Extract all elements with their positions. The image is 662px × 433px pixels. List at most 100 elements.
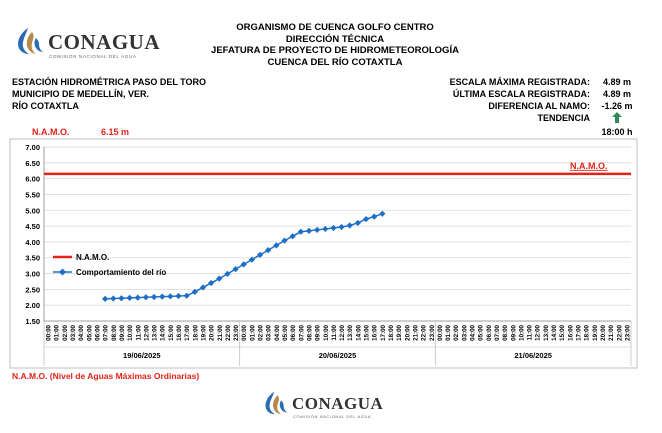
river-level-point [379,210,386,217]
x-hour-label: 12:00 [339,324,346,340]
x-hour-label: 19:00 [396,324,403,340]
river-level-point [265,247,272,254]
y-tick-label: 1.50 [25,317,40,326]
river-level-point [338,223,345,231]
x-hour-label: 14:00 [160,324,167,340]
x-hour-label: 13:00 [152,324,159,340]
header-line: CUENCA DEL RÍO COTAXTLA [267,56,403,68]
x-hour-label: 20:00 [600,324,607,340]
y-tick-label: 2.00 [25,301,40,310]
river-level-point [240,261,247,268]
x-hour-label: 18:00 [388,324,395,340]
stat-label: DIFERENCIA AL NAMO: [488,101,590,111]
x-hour-label: 22:00 [225,324,232,340]
up-arrow-icon [612,112,622,123]
x-hour-label: 16:00 [176,324,183,340]
x-hour-label: 22:00 [616,324,623,340]
namo-label: N.A.M.O. [32,127,70,137]
x-hour-label: 04:00 [78,324,85,340]
x-hour-label: 08:00 [502,324,509,340]
x-hour-label: 11:00 [527,324,534,340]
station-info: ESTACIÓN HIDROMÉTRICA PASO DEL TORO MUNI… [12,76,206,112]
x-hour-label: 07:00 [103,324,110,340]
x-hour-label: 16:00 [567,324,574,340]
river-level-point [183,292,190,299]
stat-label: TENDENCIA [537,113,590,123]
river-level-point [199,284,207,291]
y-tick-label: 4.00 [25,238,40,247]
x-hour-label: 10:00 [323,324,330,340]
river-level-point [314,226,321,233]
x-hour-label: 17:00 [184,324,191,340]
x-hour-label: 15:00 [364,324,371,340]
stat-label: ESCALA MÁXIMA REGISTRADA: [449,77,590,87]
x-axis: 00:00 01:00 02:00 03:00 04:00 05:00 06:00 07:00… [43,320,631,366]
conagua-logo-top [14,26,44,61]
x-date-label: 21/06/2025 [514,351,552,360]
legend-river-label: Comportamiento del río [76,268,166,277]
x-hour-label: 06:00 [486,324,493,340]
x-date-label: 20/06/2025 [319,351,357,360]
x-hour-label: 13:00 [347,324,354,340]
river-level-point [232,266,239,273]
y-tick-label: 5.50 [25,190,40,199]
x-hour-label: 00:00 [241,324,248,340]
conagua-logo-text: CONAGUA [48,30,160,54]
river-level-point [150,293,158,301]
header-block: ORGANISMO DE CUENCA GOLFO CENTRO DIRECCI… [170,22,500,68]
river-level-point [216,275,223,282]
river-level-point [224,270,231,277]
legend-river-marker [58,268,67,276]
x-hour-label: 06:00 [94,324,101,340]
river-level-point [322,225,329,233]
river-level-point [126,294,133,302]
station-line: MUNICIPIO DE MEDELLÍN, VER. [12,89,150,99]
river-level-point [354,219,361,227]
river-level-point [175,292,182,300]
trend-cell [596,112,638,124]
stats-labels: ESCALA MÁXIMA REGISTRADA: ÚLTIMA ESCALA … [440,76,590,124]
x-hour-label: 14:00 [551,324,558,340]
conagua-logo-text: CONAGUA [292,394,384,413]
stat-value: 4.89 m [602,77,632,87]
river-level-point [167,293,174,300]
x-hour-label: 21:00 [217,324,224,340]
x-hour-label: 05:00 [478,324,485,340]
series-layer [44,172,631,302]
x-hour-label: 02:00 [258,324,265,340]
x-hour-label: 03:00 [70,324,77,340]
river-level-point [142,294,150,301]
header-line: ORGANISMO DE CUENCA GOLFO CENTRO [236,22,434,33]
x-date-label: 19/06/2025 [123,351,161,360]
x-hour-label: 18:00 [584,324,591,340]
river-level-point [371,213,378,220]
x-hour-label: 08:00 [306,324,313,340]
x-hour-label: 20:00 [209,324,216,340]
river-level-point [102,295,109,302]
x-hour-label: 23:00 [624,324,631,340]
y-tick-label: 7.00 [25,143,40,152]
y-tick-label: 6.50 [25,159,40,168]
x-hour-label: 12:00 [143,324,150,340]
station-line: RÍO COTAXTLA [12,101,79,111]
x-hour-label: 09:00 [119,324,126,340]
y-tick-label: 4.50 [25,222,40,231]
x-hour-label: 19:00 [592,324,599,340]
x-hour-label: 23:00 [429,324,436,340]
x-hour-label: 01:00 [54,324,61,340]
x-hour-label: 16:00 [372,324,379,340]
river-level-point [110,295,117,302]
stat-value: 4.89 m [602,89,632,99]
stat-label: ÚLTIMA ESCALA REGISTRADA: [452,89,590,99]
x-hour-label: 21:00 [412,324,419,340]
namo-value: 6.15 m [101,127,130,137]
river-level-point [281,237,288,244]
chart-frame [9,138,638,369]
x-hour-label: 18:00 [192,324,199,340]
river-level-point [289,233,296,240]
river-level-point [118,295,125,302]
x-hour-label: 05:00 [282,324,289,340]
report-time: 18:00 h [601,127,633,137]
legend: N.A.M.O. Comportamiento del río [53,253,166,277]
